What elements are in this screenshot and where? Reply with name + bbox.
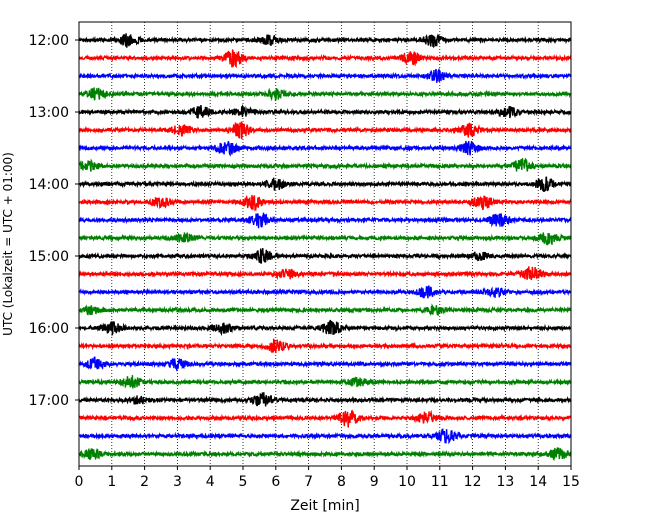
trace-1215 [78, 49, 572, 69]
x-tick-label-13: 13 [496, 474, 514, 490]
x-tick-label-10: 10 [398, 474, 416, 490]
y-tick-label-1300: 13:00 [29, 105, 69, 121]
x-axis-label: Zeit [min] [290, 498, 359, 514]
x-tick-label-9: 9 [370, 474, 379, 490]
trace-1315 [78, 121, 572, 140]
trace-1345 [78, 157, 572, 172]
x-tick-label-0: 0 [75, 474, 84, 490]
trace-1745 [78, 447, 572, 462]
trace-1645 [78, 375, 572, 389]
trace-1415 [78, 194, 572, 212]
y-tick-label-1600: 16:00 [29, 321, 69, 337]
y-tick-label-1500: 15:00 [29, 249, 69, 265]
x-tick-label-12: 12 [464, 474, 482, 490]
trace-1630 [78, 356, 572, 372]
x-tick-label-5: 5 [239, 474, 248, 490]
trace-1500 [78, 247, 572, 264]
trace-1400 [78, 176, 572, 192]
x-tick-label-11: 11 [431, 474, 449, 490]
x-tick-label-3: 3 [173, 474, 182, 490]
trace-1300 [78, 103, 572, 119]
x-tick-label-14: 14 [529, 474, 547, 490]
y-tick-label-1400: 14:00 [29, 177, 69, 193]
trace-1615 [78, 338, 572, 354]
plot-frame [78, 21, 572, 467]
y-axis: 12:00 13:00 14:00 15:00 16:00 17:00 [29, 33, 79, 409]
trace-1330 [78, 140, 572, 157]
grid-lines [111, 22, 539, 466]
x-tick-label-6: 6 [271, 474, 280, 490]
x-tick-label-4: 4 [206, 474, 215, 490]
x-tick-label-8: 8 [337, 474, 346, 490]
y-tick-label-1700: 17:00 [29, 393, 69, 409]
trace-1600 [78, 319, 572, 337]
trace-1715 [78, 409, 572, 428]
trace-1545 [78, 303, 572, 317]
trace-1700 [78, 392, 572, 407]
trace-1200 [78, 33, 572, 49]
traces-group [78, 33, 572, 462]
y-axis-label: UTC (Lokalzeit = UTC + 01:00) [1, 152, 15, 336]
trace-1430 [78, 212, 572, 229]
trace-1530 [78, 285, 572, 299]
x-tick-label-7: 7 [304, 474, 313, 490]
x-tick-label-15: 15 [562, 474, 580, 490]
x-tick-label-2: 2 [140, 474, 149, 490]
x-tick-label-1: 1 [107, 474, 116, 490]
trace-1445 [78, 232, 572, 246]
x-axis: 0 1 2 3 4 5 6 7 8 9 10 11 12 13 14 15 [75, 466, 580, 490]
trace-1730 [78, 427, 572, 445]
trace-1245 [78, 87, 572, 102]
y-tick-label-1200: 12:00 [29, 33, 69, 49]
trace-1515 [78, 266, 572, 281]
trace-1230 [78, 67, 572, 83]
